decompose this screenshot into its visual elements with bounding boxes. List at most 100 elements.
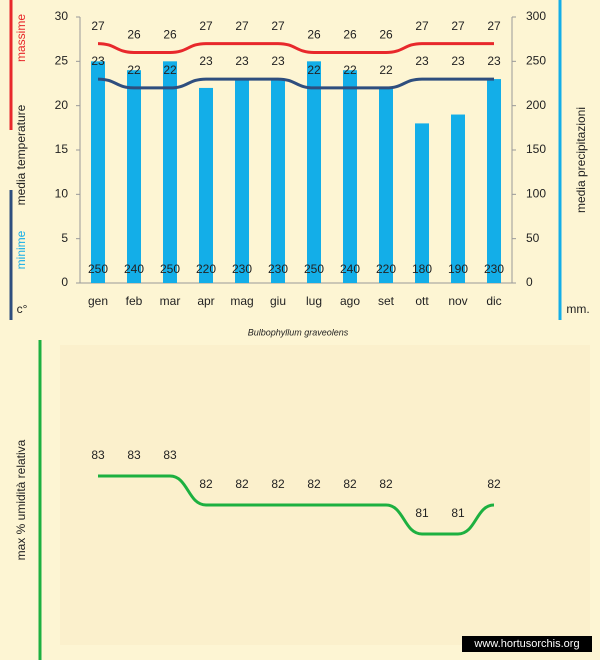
- bar-label: 250: [160, 262, 180, 276]
- bar-label: 220: [376, 262, 396, 276]
- bar: [271, 79, 285, 283]
- data-label: 27: [271, 19, 285, 33]
- data-label: 22: [379, 63, 393, 77]
- y2-unit: mm.: [566, 302, 589, 316]
- bar: [487, 79, 501, 283]
- data-label: 23: [199, 54, 213, 68]
- bar-label: 220: [196, 262, 216, 276]
- data-label: 26: [163, 28, 177, 42]
- y-tick-label: 15: [55, 142, 69, 156]
- data-label: 82: [199, 477, 213, 491]
- data-label: 82: [487, 477, 501, 491]
- y-tick-label: 20: [55, 98, 69, 112]
- data-label: 81: [451, 506, 465, 520]
- data-label: 82: [235, 477, 249, 491]
- y2-tick-label: 0: [526, 275, 533, 289]
- y2-tick-label: 200: [526, 98, 546, 112]
- x-tick-label: dic: [486, 294, 501, 308]
- bar: [343, 70, 357, 283]
- data-label: 23: [451, 54, 465, 68]
- y-axis-label: media temperature: [14, 104, 28, 205]
- data-label: 23: [91, 54, 105, 68]
- data-label: 22: [163, 63, 177, 77]
- data-label: 26: [127, 28, 141, 42]
- x-tick-label: ott: [415, 294, 429, 308]
- x-tick-label: feb: [126, 294, 143, 308]
- data-label: 83: [127, 448, 141, 462]
- x-tick-label: ago: [340, 294, 360, 308]
- data-label: 23: [271, 54, 285, 68]
- y2-tick-label: 300: [526, 9, 546, 23]
- x-tick-label: nov: [448, 294, 467, 308]
- x-tick-label: lug: [306, 294, 322, 308]
- watermark-bg: [462, 636, 592, 652]
- x-tick-label: gen: [88, 294, 108, 308]
- bar-label: 230: [232, 262, 252, 276]
- data-label: 81: [415, 506, 429, 520]
- y-tick-label: 0: [61, 275, 68, 289]
- y-axis-label-2: max % umidità relativa: [14, 439, 28, 560]
- x-tick-label: mag: [230, 294, 253, 308]
- data-label: 82: [343, 477, 357, 491]
- y-tick-label: 5: [61, 231, 68, 245]
- y-unit: c°: [17, 302, 28, 316]
- bar-label: 250: [304, 262, 324, 276]
- data-label: 27: [487, 19, 501, 33]
- data-label: 27: [91, 19, 105, 33]
- line: [97, 77, 494, 90]
- bar-label: 250: [88, 262, 108, 276]
- line: [97, 42, 494, 54]
- bar: [415, 123, 429, 284]
- bar: [235, 79, 249, 283]
- data-label: 22: [127, 63, 141, 77]
- data-label: 22: [307, 63, 321, 77]
- bar-label: 240: [340, 262, 360, 276]
- data-label: 26: [379, 28, 393, 42]
- bar: [199, 87, 213, 283]
- legend-min: minime: [14, 230, 28, 269]
- data-label: 23: [487, 54, 501, 68]
- bar-label: 230: [484, 262, 504, 276]
- line: [97, 474, 495, 536]
- y2-tick-label: 100: [526, 187, 546, 201]
- data-label: 27: [415, 19, 429, 33]
- data-label: 83: [91, 448, 105, 462]
- watermark: www.hortusorchis.org: [473, 638, 579, 650]
- data-label: 26: [307, 28, 321, 42]
- y2-tick-label: 250: [526, 54, 546, 68]
- bar: [451, 114, 465, 284]
- data-label: 23: [415, 54, 429, 68]
- x-tick-label: apr: [197, 294, 214, 308]
- chart-title: Bulbophyllum graveolens: [248, 327, 349, 337]
- data-label: 83: [163, 448, 177, 462]
- data-label: 27: [199, 19, 213, 33]
- bar-label: 190: [448, 262, 468, 276]
- data-label: 26: [343, 28, 357, 42]
- bar: [379, 87, 393, 283]
- y2-axis-label: media precipitazioni: [574, 107, 588, 213]
- y-tick-label: 10: [55, 187, 69, 201]
- data-label: 27: [451, 19, 465, 33]
- bar: [127, 70, 141, 283]
- bar-label: 180: [412, 262, 432, 276]
- data-label: 23: [235, 54, 249, 68]
- legend-max: massime: [14, 14, 28, 62]
- bar-label: 240: [124, 262, 144, 276]
- y2-tick-label: 150: [526, 142, 546, 156]
- y2-tick-label: 50: [526, 231, 540, 245]
- plot-background: [60, 345, 590, 645]
- bar-label: 230: [268, 262, 288, 276]
- y-tick-label: 30: [55, 9, 69, 23]
- data-label: 22: [343, 63, 357, 77]
- data-label: 27: [235, 19, 249, 33]
- bar: [307, 61, 321, 284]
- data-label: 82: [271, 477, 285, 491]
- x-tick-label: mar: [160, 294, 181, 308]
- bar: [91, 61, 105, 284]
- data-label: 82: [379, 477, 393, 491]
- x-tick-label: giu: [270, 294, 286, 308]
- bar: [163, 61, 177, 284]
- data-label: 82: [307, 477, 321, 491]
